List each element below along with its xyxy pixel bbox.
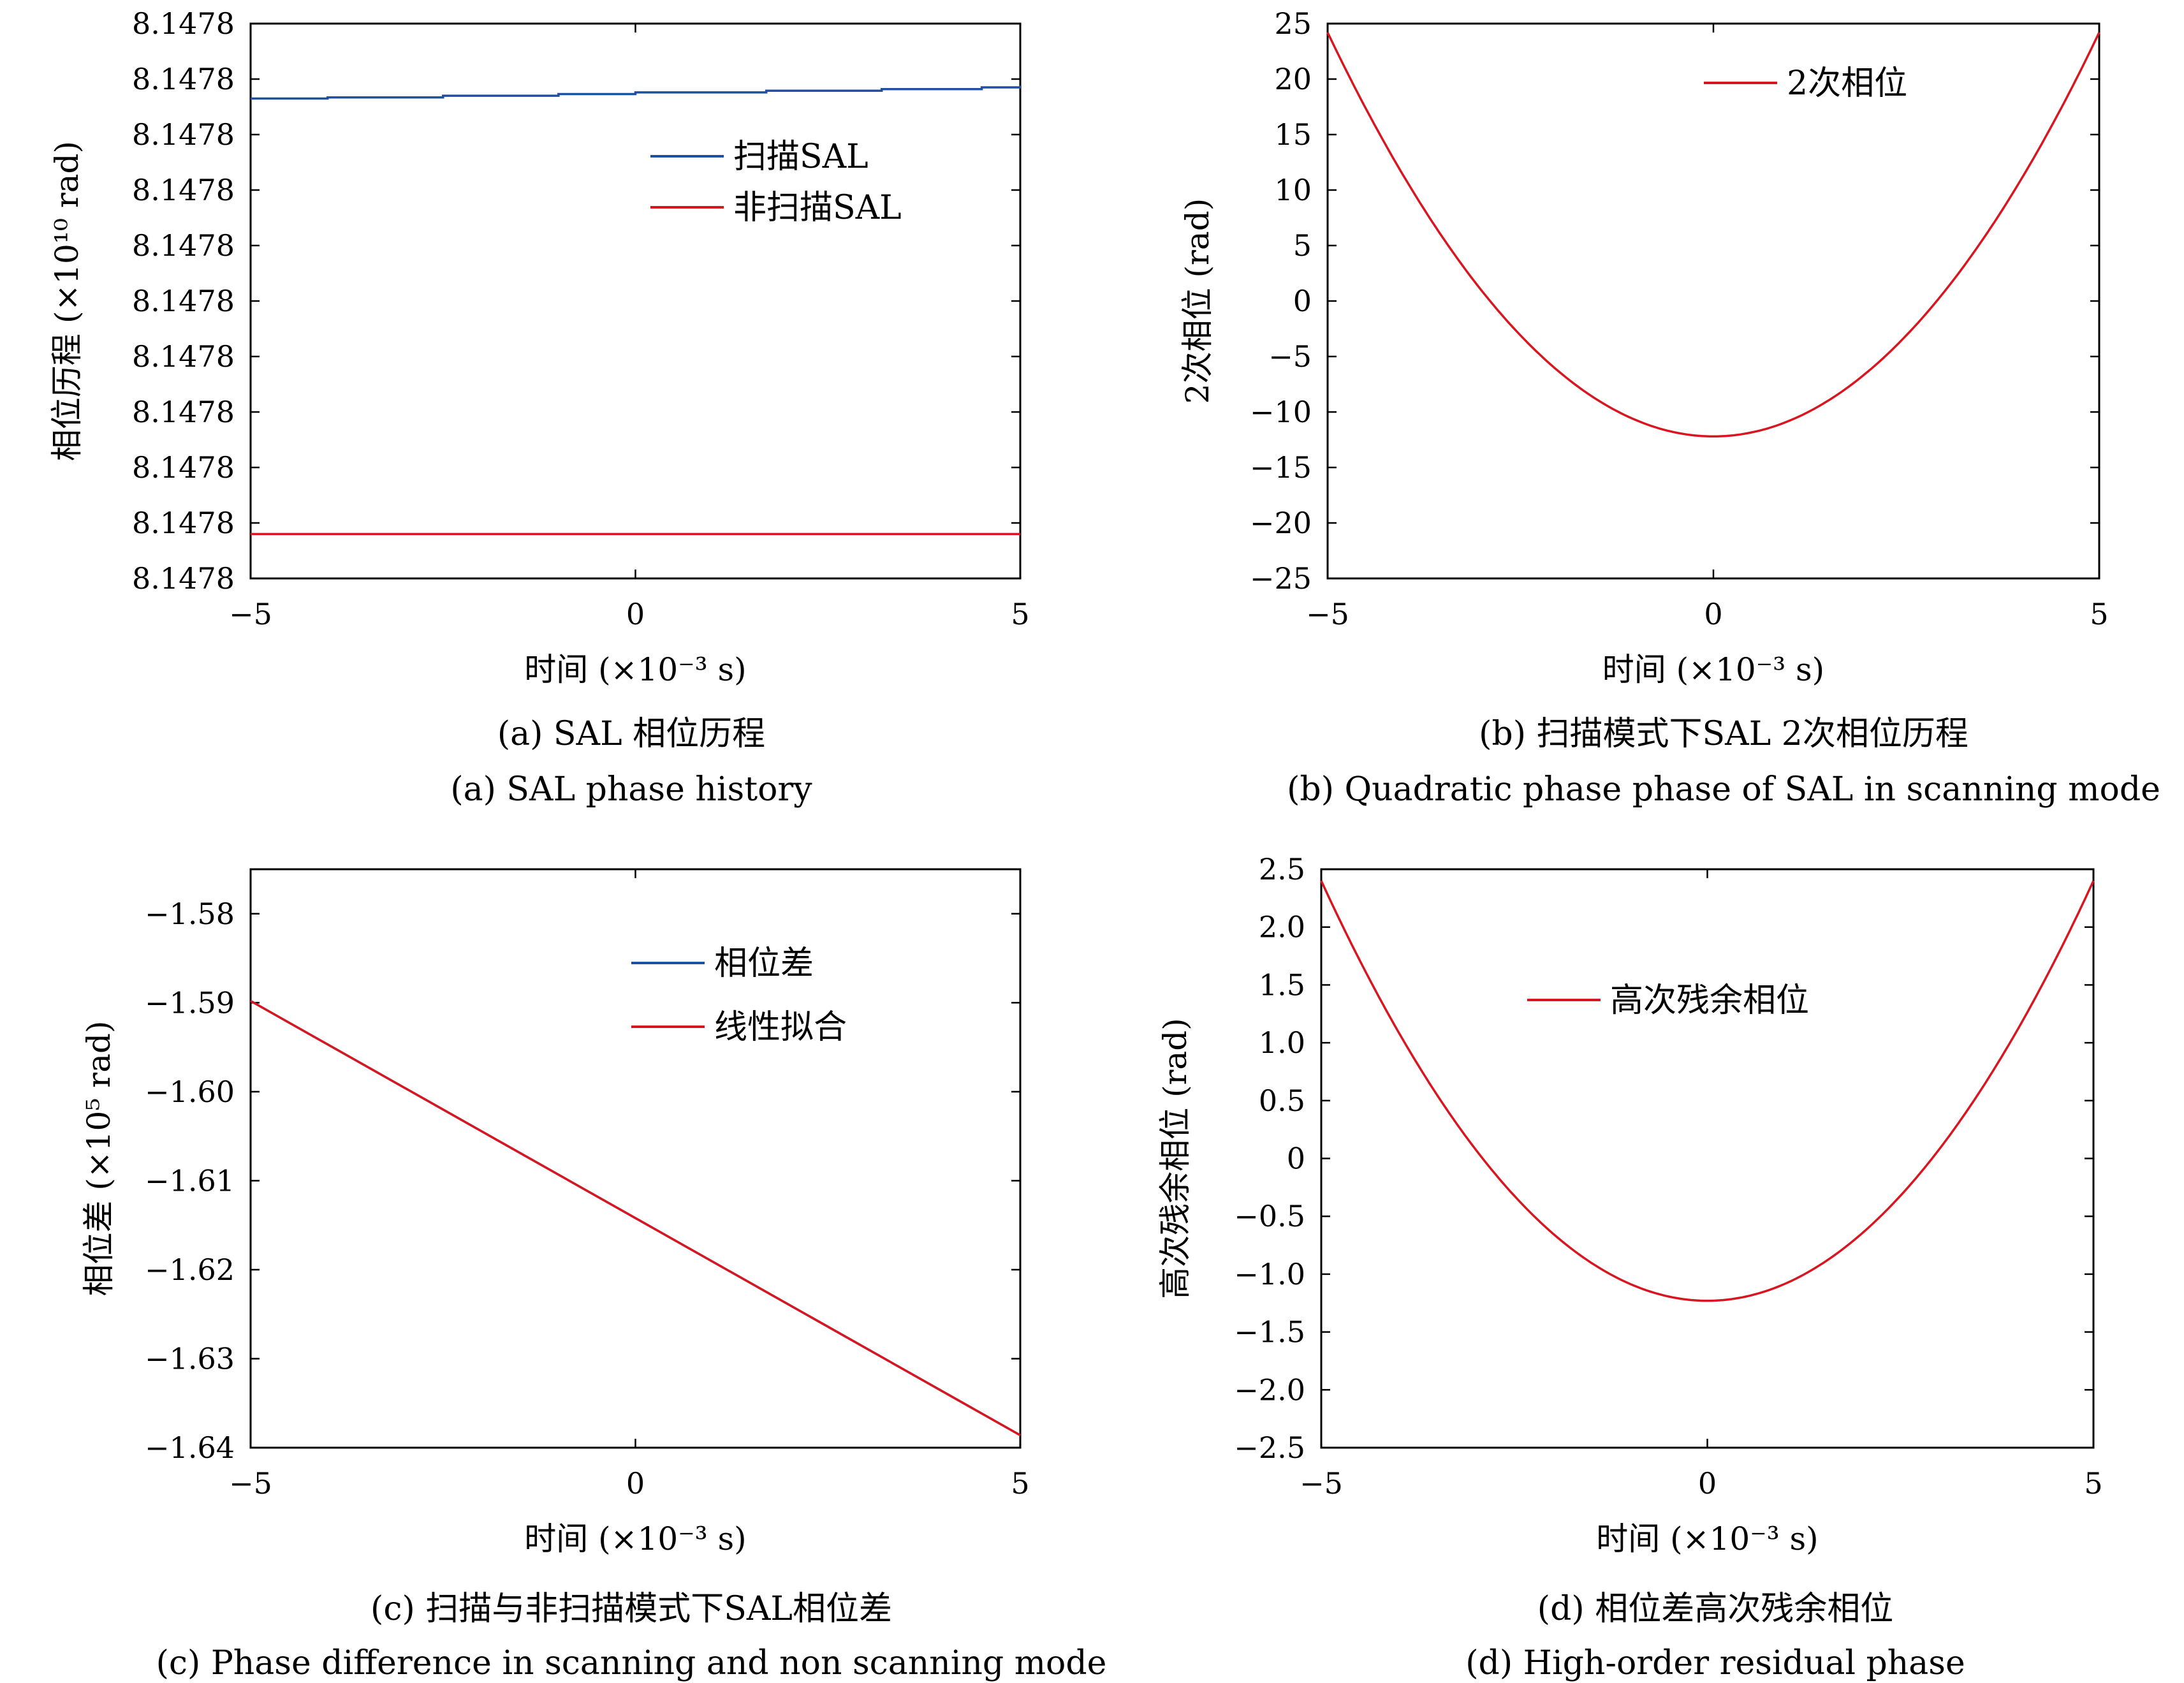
plot-frame	[1320, 868, 2095, 1449]
plot-frame	[249, 22, 1022, 580]
panel-c: −1.64 −1.63 −1.62 −1.61 −1.60 −1.59 −1.58 −5 0 5 时…	[80, 868, 1107, 1682]
y-axis-title: 相位差 (×10⁵ rad)	[80, 1020, 117, 1296]
y-tick-label: −1.0	[1234, 1257, 1305, 1291]
y-tick-label: 2.0	[1259, 910, 1305, 944]
y-tick-label: −1.58	[145, 897, 235, 931]
y-tick-label: −1.64	[145, 1430, 235, 1465]
legend-label: 非扫描SAL	[733, 189, 902, 227]
y-tick-label: −25	[1250, 561, 1312, 596]
caption-cn: (a) SAL 相位历程	[497, 715, 765, 753]
y-axis-title: 高次残余相位 (rad)	[1157, 1018, 1194, 1299]
y-tick-label: 15	[1274, 117, 1312, 152]
y-tick-label: −1.61	[145, 1163, 235, 1198]
x-tick-label: −5	[229, 597, 272, 631]
y-tick-label: −2.0	[1234, 1372, 1305, 1407]
y-tick-label: 0	[1287, 1142, 1305, 1176]
y-tick-label: 8.1478	[132, 450, 235, 485]
y-tick-label: 20	[1274, 62, 1312, 96]
y-tick-label: 8.1478	[132, 173, 235, 207]
caption-en: (d) High-order residual phase	[1465, 1644, 1965, 1682]
x-axis-title: 时间 (×10⁻³ s)	[524, 1520, 746, 1557]
x-tick-label: 5	[1011, 597, 1029, 631]
y-tick-label: 8.1478	[132, 506, 235, 540]
y-tick-label: −1.5	[1234, 1315, 1305, 1349]
y-tick-label: −10	[1250, 395, 1312, 429]
y-tick-label: −1.60	[145, 1075, 235, 1109]
caption-en: (c) Phase difference in scanning and non…	[156, 1644, 1107, 1682]
y-axis-title: 2次相位 (rad)	[1179, 198, 1216, 404]
y-tick-label: 8.1478	[132, 561, 235, 596]
x-tick-label: 5	[2084, 1466, 2102, 1501]
y-tick-label: 10	[1274, 173, 1312, 207]
caption-cn: (d) 相位差高次残余相位	[1537, 1590, 1893, 1628]
x-tick-label: −5	[1306, 597, 1349, 631]
series-line-1	[1320, 880, 2095, 1302]
y-tick-label: −1.63	[145, 1341, 235, 1376]
x-axis-title: 时间 (×10⁻³ s)	[1602, 651, 1824, 688]
legend-label: 2次相位	[1787, 64, 1907, 103]
y-tick-label: −1.62	[145, 1253, 235, 1287]
x-tick-label: 0	[1698, 1466, 1717, 1501]
series-line-2	[250, 999, 1021, 1437]
y-tick-label: −20	[1250, 506, 1312, 540]
y-tick-label: −1.59	[145, 985, 235, 1020]
x-tick-label: 0	[626, 1466, 645, 1501]
legend-label: 扫描SAL	[733, 138, 868, 176]
y-tick-label: 8.1478	[132, 395, 235, 429]
x-tick-label: 5	[1011, 1466, 1029, 1501]
x-tick-label: −5	[1300, 1466, 1343, 1501]
y-tick-label: 8.1478	[132, 62, 235, 96]
y-tick-label: 25	[1274, 6, 1312, 41]
legend-label: 相位差	[714, 944, 814, 983]
caption-en: (b) Quadratic phase phase of SAL in scan…	[1287, 770, 2160, 809]
y-tick-label: 1.0	[1259, 1025, 1305, 1060]
x-axis-title: 时间 (×10⁻³ s)	[524, 651, 746, 688]
y-tick-label: 8.1478	[132, 117, 235, 152]
y-tick-label: 8.1478	[132, 6, 235, 41]
y-tick-label: 8.1478	[132, 339, 235, 374]
y-tick-label: 1.5	[1259, 967, 1305, 1002]
x-tick-label: 0	[1704, 597, 1722, 631]
legend-label: 高次残余相位	[1610, 981, 1809, 1020]
y-tick-label: −15	[1250, 450, 1312, 485]
panel-b: −25 −20 −15 −10 −5 0 5 10 15 20 25 −5 0 5 时间 (×10⁻³ s)…	[1179, 6, 2160, 809]
y-axis-title: 相位历程 (×10¹⁰ rad)	[48, 141, 85, 461]
y-tick-label: 2.5	[1259, 852, 1305, 886]
caption-en: (a) SAL phase history	[450, 770, 812, 809]
caption-cn: (b) 扫描模式下SAL 2次相位历程	[1479, 715, 1968, 753]
y-tick-label: 8.1478	[132, 228, 235, 263]
y-tick-label: −2.5	[1234, 1430, 1305, 1465]
panel-d: −2.5 −2.0 −1.5 −1.0 −0.5 0 0.5 1.0 1.5 2.0 2.5 −5 0 5…	[1157, 852, 2103, 1682]
y-tick-label: 0.5	[1259, 1084, 1305, 1118]
y-tick-label: −5	[1268, 339, 1312, 374]
y-tick-label: 8.1478	[132, 284, 235, 318]
x-tick-label: −5	[229, 1466, 272, 1501]
legend-label: 线性拟合	[714, 1008, 847, 1047]
panel-a: 8.1478 8.1478 8.1478 8.1478 8.1478 8.1478 8.14…	[48, 6, 1030, 809]
y-tick-label: 5	[1293, 228, 1312, 263]
series-line-1	[1326, 32, 2100, 438]
plot-frame	[249, 868, 1022, 1449]
x-axis-title: 时间 (×10⁻³ s)	[1596, 1520, 1818, 1557]
series-line-1	[251, 85, 1022, 100]
y-tick-label: 0	[1293, 284, 1312, 318]
plot-frame	[1326, 22, 2100, 580]
x-tick-label: 5	[2090, 597, 2108, 631]
caption-cn: (c) 扫描与非扫描模式下SAL相位差	[370, 1590, 892, 1628]
y-tick-label: −0.5	[1234, 1199, 1305, 1233]
x-tick-label: 0	[626, 597, 645, 631]
